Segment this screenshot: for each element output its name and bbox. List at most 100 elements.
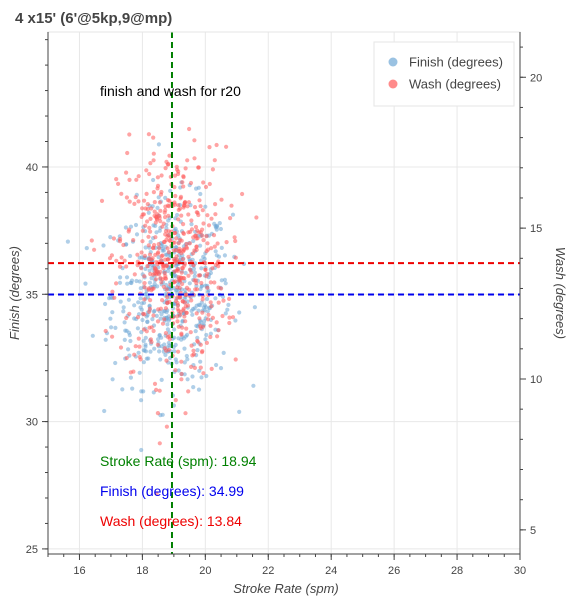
series-1-point [208,280,213,285]
series-0-point [166,268,171,274]
series-1-point [174,254,179,259]
series-0-point [122,320,127,325]
series-1-point [186,254,191,259]
legend-marker [388,79,398,89]
series-1-point [210,266,215,271]
series-1-point [214,142,219,148]
series-1-point [151,190,156,195]
reference-lines [48,32,520,554]
series-1-point [149,325,154,330]
series-1-point [204,234,209,239]
series-0-point [252,305,257,310]
series-0-point [113,360,118,366]
series-1-point [164,424,169,429]
series-0-point [108,235,113,240]
series-1-point [114,258,119,263]
x-tick-label: 30 [514,565,526,577]
series-0-point [158,316,163,321]
series-1-point [131,238,136,243]
series-0-point [217,221,222,226]
series-1-point [208,300,213,305]
series-0-point [191,266,196,271]
series-0-point [154,313,159,318]
y-tick-label: 35 [26,289,38,301]
series-0-point [65,239,70,244]
series-0-point [167,330,172,335]
series-0-point [198,359,203,364]
series-0-point [126,330,132,335]
series-0-point [136,350,141,355]
series-1-point [183,411,188,416]
series-1-point [140,239,145,244]
series-1-point [186,212,191,217]
series-1-point [166,233,171,238]
series-1-point [133,344,138,349]
series-1-point [194,210,199,215]
series-1-point [151,151,156,156]
series-0-point [212,221,217,226]
series-0-point [199,375,204,380]
series-0-point [154,230,159,235]
series-1-point [155,251,160,256]
series-1-point [164,358,169,363]
series-0-point [138,296,143,301]
series-1-point [164,159,169,164]
series-0-point [144,356,149,361]
y2-tick-label: 10 [530,374,542,386]
series-1-point [191,235,196,240]
series-0-point [176,368,181,373]
series-0-point [143,349,149,354]
series-1-point [185,303,191,308]
series-1-point [189,227,195,232]
series-1-point [151,286,156,291]
series-1-point [221,298,226,303]
series-1-point [165,246,170,251]
series-0-point [193,329,198,334]
series-1-point [193,278,198,283]
series-1-point [174,164,179,169]
series-1-point [141,212,146,217]
series-0-point [110,310,115,315]
series-1-point [146,234,151,239]
series-0-point [127,353,132,358]
series-0-point [143,292,148,297]
series-0-point [203,204,208,209]
series-0-point [179,337,184,342]
series-0-point [113,325,118,330]
x-tick-label: 20 [199,565,211,577]
series-1-point [165,301,170,306]
series-1-point [155,411,160,416]
series-0-point [145,319,150,324]
series-1-point [213,212,218,217]
series-0-point [128,338,133,344]
series-1-point [128,370,133,375]
series-1-point [232,235,237,240]
series-1-point [110,334,115,339]
x-tick-label: 24 [325,565,337,577]
series-1-point [159,173,164,178]
series-1-point [146,287,151,292]
series-1-point [224,144,229,149]
series-1-point [163,215,168,220]
series-0-point [109,325,114,330]
series-0-point [221,350,226,355]
series-0-point [204,332,209,338]
series-1-point [119,255,124,260]
legend: Finish (degrees) Wash (degrees) [373,41,515,107]
legend-entry: Wash (degrees) [409,77,501,92]
series-1-point [116,181,121,186]
series-0-point [147,280,152,285]
series-0-point [145,312,150,318]
series-0-point [151,223,156,228]
series-1-point [200,349,205,354]
series-0-point [143,344,148,349]
y-tick-label: 25 [26,544,38,556]
series-1-point [158,306,163,311]
series-0-point [166,340,171,346]
series-0-point [163,352,168,357]
series-0-point [143,245,148,250]
series-0-point [159,377,164,382]
series-1-point [189,298,194,303]
series-1-point [158,276,163,281]
series-1-point [176,324,181,329]
